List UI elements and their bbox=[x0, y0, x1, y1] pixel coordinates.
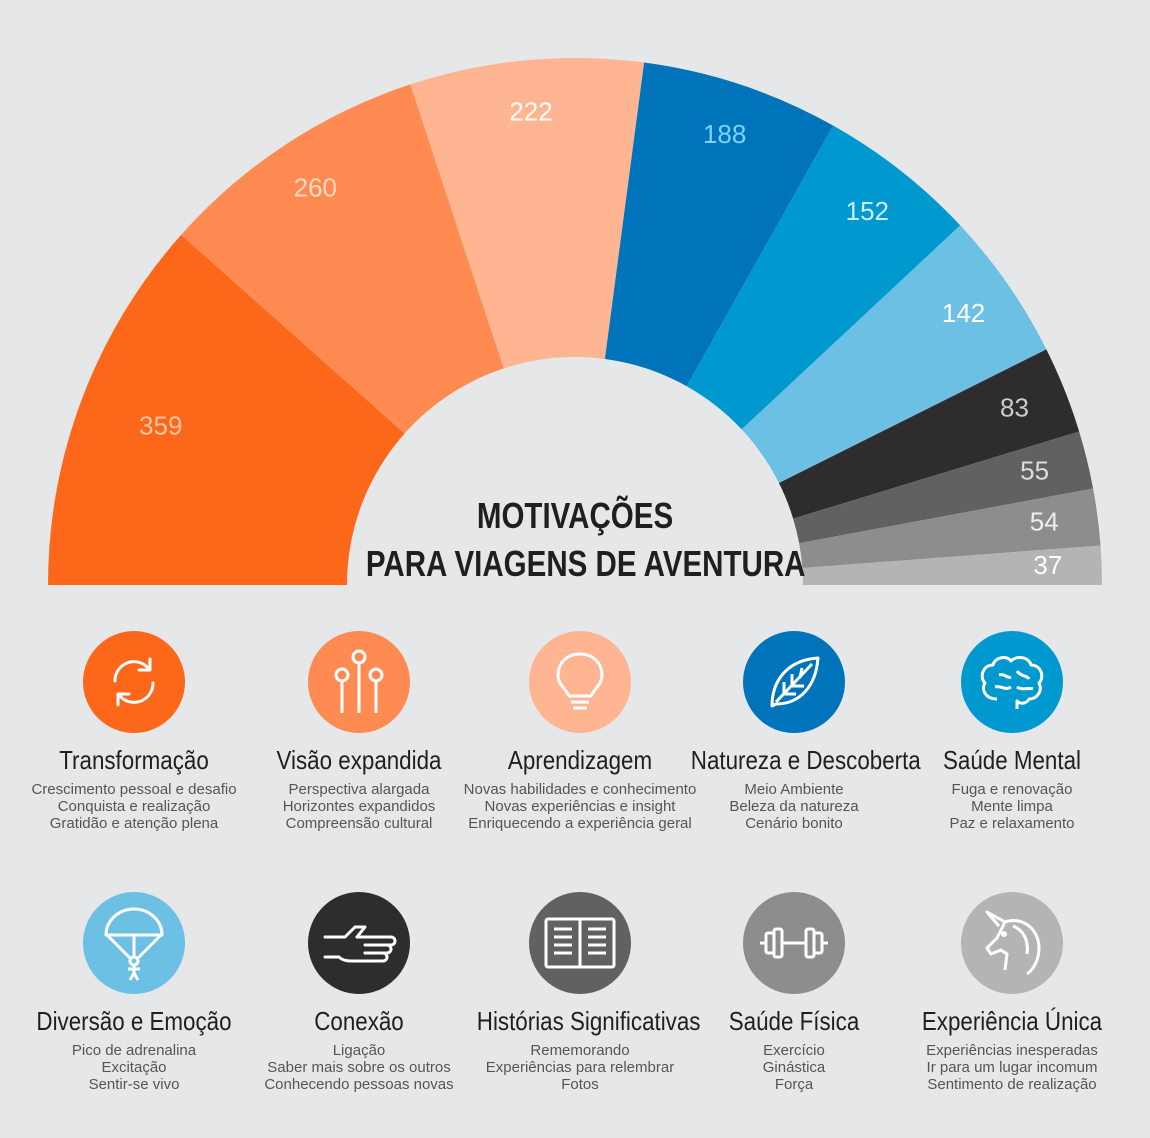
motivation-detail-line: Força bbox=[774, 1076, 814, 1093]
motivation-detail-line: Sentir-se vivo bbox=[88, 1076, 180, 1093]
motivation-card: Natureza e Descoberta Meio Ambiente Beleza… bbox=[674, 631, 921, 832]
slice-label-9: 54 bbox=[1030, 507, 1059, 537]
lightbulb-icon bbox=[529, 631, 631, 733]
half-donut-chart: 359 260 222 188 152 142 83 55 54 37 bbox=[48, 58, 1102, 585]
motivation-card: Visão expandida Perspectiva alargada Horiz… bbox=[239, 631, 479, 832]
motivation-detail-line: Gratidão e atenção plena bbox=[49, 815, 219, 832]
slice-label-10: 37 bbox=[1033, 550, 1062, 580]
motivation-details: Ligação Saber mais sobre os outros Conhece… bbox=[239, 1042, 479, 1093]
motivation-card: Saúde Mental Fuga e renovação Mente limpa P… bbox=[892, 631, 1132, 832]
slice-label-5: 152 bbox=[846, 196, 889, 226]
motivation-title: Aprendizagem bbox=[507, 745, 653, 775]
slice-1 bbox=[48, 234, 405, 585]
slice-4 bbox=[604, 62, 834, 387]
refresh-icon bbox=[83, 631, 185, 733]
nodes-icon bbox=[308, 631, 410, 733]
motivation-card: Diversão e Emoção Pico de adrenalina Excit… bbox=[14, 892, 254, 1093]
motivation-details: Fuga e renovação Mente limpa Paz e relaxam… bbox=[892, 781, 1132, 832]
motivation-detail-line: Mente limpa bbox=[971, 798, 1053, 815]
slice-label-2: 260 bbox=[294, 172, 337, 202]
motivation-title: Saúde Mental bbox=[942, 745, 1081, 775]
chart-title: MOTIVAÇÕES PARA VIAGENS DE AVENTURA bbox=[365, 492, 806, 588]
motivation-detail-line: Perspectiva alargada bbox=[288, 781, 430, 798]
motivation-detail-line: Beleza da natureza bbox=[729, 798, 859, 815]
motivation-detail-line: Pico de adrenalina bbox=[71, 1042, 197, 1059]
motivation-detail-line: Experiências inesperadas bbox=[926, 1042, 1098, 1059]
motivation-detail-line: Saber mais sobre os outros bbox=[267, 1059, 451, 1076]
motivation-detail-line: Ginástica bbox=[762, 1059, 826, 1076]
motivation-detail-line: Ligação bbox=[332, 1042, 386, 1059]
motivation-title: Diversão e Emoção bbox=[36, 1006, 232, 1036]
book-icon bbox=[529, 892, 631, 994]
motivation-details: Crescimento pessoal e desafio Conquista e… bbox=[14, 781, 254, 832]
slice-label-3: 222 bbox=[509, 97, 552, 127]
motivation-detail-line: Excitação bbox=[101, 1059, 167, 1076]
chart-title-line-1: MOTIVAÇÕES bbox=[476, 495, 674, 536]
motivation-title: Visão expandida bbox=[276, 745, 442, 775]
motivation-card: Saúde Física Exercício Ginástica Força bbox=[674, 892, 914, 1093]
motivation-detail-line: Experiências para relembrar bbox=[485, 1059, 675, 1076]
slice-10 bbox=[802, 545, 1102, 585]
motivation-detail-line: Compreensão cultural bbox=[285, 815, 433, 832]
slice-label-1: 359 bbox=[139, 410, 182, 440]
chart-title-line-2: PARA VIAGENS DE AVENTURA bbox=[365, 543, 806, 584]
motivation-card: Conexão Ligação Saber mais sobre os outros… bbox=[239, 892, 479, 1093]
motivation-details: Perspectiva alargada Horizontes expandido… bbox=[239, 781, 479, 832]
motivation-details: Experiências inesperadas Ir para um lugar… bbox=[892, 1042, 1132, 1093]
slice-9 bbox=[799, 488, 1101, 568]
dumbbell-icon bbox=[743, 892, 845, 994]
slice-7 bbox=[778, 349, 1080, 519]
motivation-details: Rememorando Experiências para relembrar Fo… bbox=[460, 1042, 700, 1093]
motivation-detail-line: Rememorando bbox=[530, 1042, 630, 1059]
motivation-details: Pico de adrenalina Excitação Sentir-se viv… bbox=[14, 1042, 254, 1093]
slice-label-6: 142 bbox=[942, 298, 985, 328]
handshake-icon bbox=[308, 892, 410, 994]
motivation-title: Conexão bbox=[314, 1006, 404, 1036]
motivation-details: Meio Ambiente Beleza da natureza Cenário b… bbox=[674, 781, 914, 832]
slice-6 bbox=[741, 225, 1047, 484]
slice-label-4: 188 bbox=[703, 119, 746, 149]
motivation-detail-line: Fotos bbox=[561, 1076, 599, 1093]
slice-3 bbox=[410, 58, 645, 369]
motivation-card: Aprendizagem Novas habilidades e conhecim… bbox=[460, 631, 700, 832]
motivation-title: Natureza e Descoberta bbox=[690, 745, 921, 775]
motivation-card: Transformação Crescimento pessoal e desaf… bbox=[14, 631, 254, 832]
slice-label-7: 83 bbox=[1000, 393, 1029, 423]
motivation-title: Saúde Física bbox=[728, 1006, 860, 1036]
brain-icon bbox=[961, 631, 1063, 733]
motivation-detail-line: Novas experiências e insight bbox=[484, 798, 676, 815]
motivation-title: Experiência Única bbox=[921, 1006, 1103, 1036]
motivation-details: Novas habilidades e conhecimento Novas ex… bbox=[460, 781, 700, 832]
parachute-icon bbox=[83, 892, 185, 994]
motivation-detail-line: Crescimento pessoal e desafio bbox=[31, 781, 237, 798]
motivation-detail-line: Sentimento de realização bbox=[927, 1076, 1097, 1093]
motivation-detail-line: Exercício bbox=[763, 1042, 825, 1059]
slice-2 bbox=[181, 84, 504, 434]
unicorn-icon bbox=[961, 892, 1063, 994]
slice-5 bbox=[686, 125, 961, 430]
slice-label-8: 55 bbox=[1020, 455, 1049, 485]
motivation-detail-line: Novas habilidades e conhecimento bbox=[463, 781, 697, 798]
motivation-detail-line: Cenário bonito bbox=[745, 815, 843, 832]
motivation-detail-line: Horizontes expandidos bbox=[282, 798, 436, 815]
motivation-detail-line: Conquista e realização bbox=[57, 798, 211, 815]
motivation-detail-line: Conhecendo pessoas novas bbox=[264, 1076, 454, 1093]
motivation-title: Histórias Significativas bbox=[476, 1006, 701, 1036]
slice-8 bbox=[793, 431, 1094, 544]
motivation-card: Histórias Significativas Rememorando Exper… bbox=[460, 892, 700, 1093]
motivation-detail-line: Fuga e renovação bbox=[951, 781, 1073, 798]
motivation-detail-line: Enriquecendo a experiência geral bbox=[468, 815, 692, 832]
motivation-detail-line: Meio Ambiente bbox=[744, 781, 844, 798]
motivation-detail-line: Ir para um lugar incomum bbox=[926, 1059, 1098, 1076]
motivation-card: Experiência Única Experiências inesperada… bbox=[892, 892, 1132, 1093]
motivation-detail-line: Paz e relaxamento bbox=[949, 815, 1075, 832]
motivation-title: Transformação bbox=[59, 745, 209, 775]
motivation-details: Exercício Ginástica Força bbox=[674, 1042, 914, 1093]
leaf-icon bbox=[743, 631, 845, 733]
